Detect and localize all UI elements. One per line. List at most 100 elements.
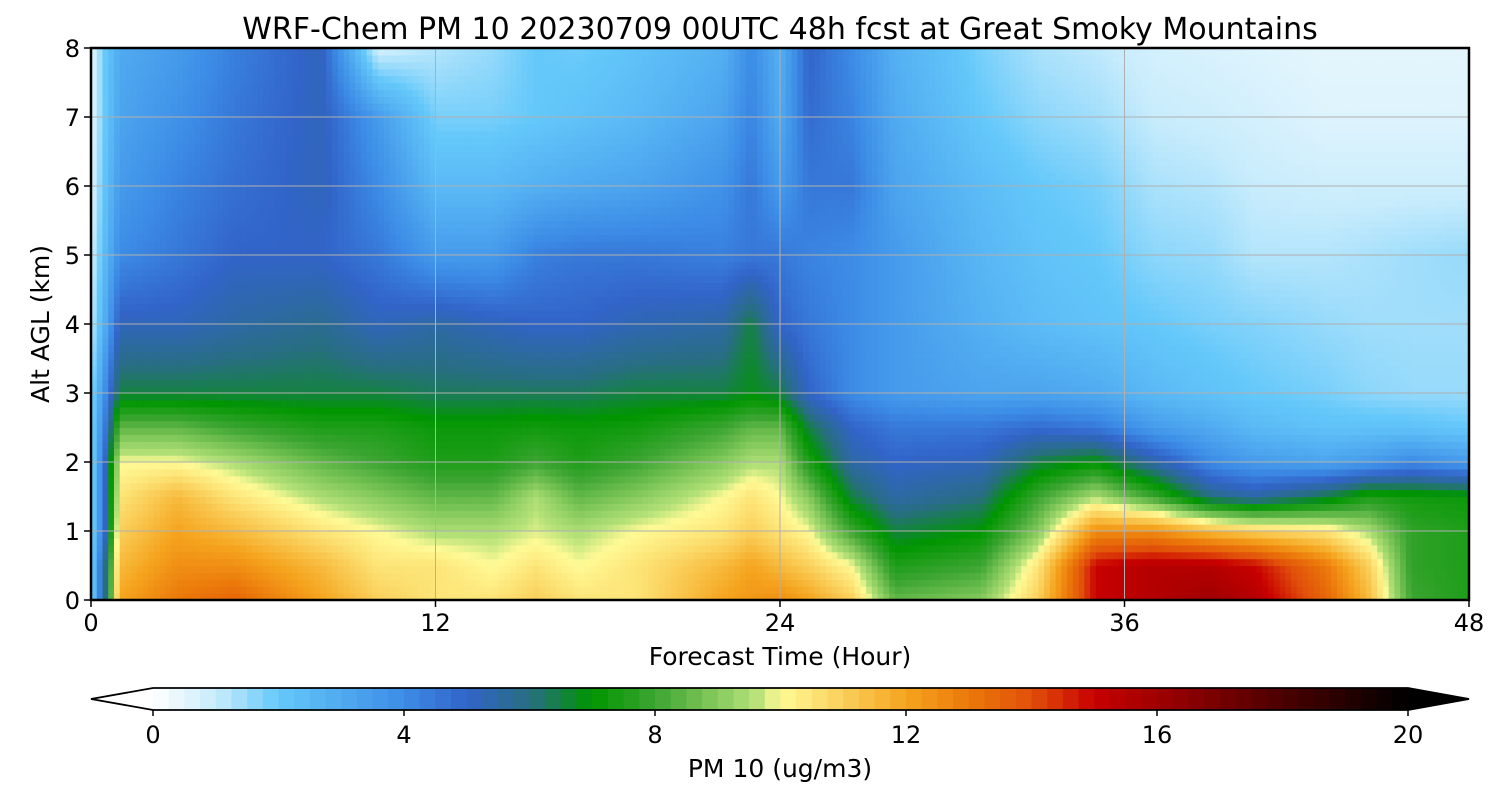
heatmap-cell — [1067, 586, 1074, 594]
heatmap-cell — [182, 510, 190, 518]
heatmap-cell — [642, 489, 649, 498]
heatmap-cell — [1095, 496, 1103, 504]
heatmap-cell — [624, 551, 632, 560]
heatmap-cell — [659, 531, 666, 539]
heatmap-cell — [1015, 510, 1022, 518]
heatmap-cell — [1446, 544, 1453, 553]
heatmap-cell — [843, 489, 850, 498]
heatmap-cell — [596, 586, 603, 594]
heatmap-cell — [768, 537, 775, 546]
heatmap-cell — [274, 524, 282, 532]
heatmap-cell — [1107, 503, 1114, 511]
heatmap-cell — [366, 531, 373, 539]
heatmap-cell — [980, 489, 988, 498]
heatmap-cell — [1084, 537, 1091, 546]
heatmap-cell — [860, 537, 867, 546]
heatmap-cell — [159, 510, 167, 518]
heatmap-cell — [940, 496, 948, 504]
heatmap-cell — [1331, 468, 1338, 477]
heatmap-cell — [561, 482, 569, 491]
heatmap-cell — [923, 544, 930, 553]
heatmap-cell — [1170, 455, 1177, 463]
heatmap-cell — [182, 558, 190, 567]
heatmap-cell — [613, 537, 620, 546]
heatmap-cell — [894, 475, 902, 484]
heatmap-cell — [1388, 517, 1395, 525]
heatmap-cell — [1342, 565, 1350, 573]
heatmap-cell — [303, 475, 310, 484]
heatmap-cell — [171, 558, 178, 567]
heatmap-cell — [119, 510, 127, 518]
heatmap-cell — [533, 462, 540, 470]
heatmap-cell — [923, 496, 930, 504]
heatmap-cell — [900, 524, 907, 532]
heatmap-cell — [389, 475, 396, 484]
heatmap-cell — [1400, 475, 1407, 484]
heatmap-cell — [458, 572, 465, 580]
heatmap-cell — [1021, 544, 1028, 553]
heatmap-cell — [1308, 510, 1315, 518]
heatmap-cell — [1021, 517, 1028, 525]
heatmap-cell — [337, 468, 345, 477]
heatmap-cell — [355, 565, 362, 573]
heatmap-cell — [1199, 524, 1206, 532]
heatmap-cell — [96, 482, 104, 491]
heatmap-cell — [935, 503, 942, 511]
heatmap-cell — [1095, 482, 1103, 491]
heatmap-cell — [268, 482, 276, 491]
heatmap-cell — [1365, 468, 1372, 477]
heatmap-cell — [952, 544, 959, 553]
heatmap-cell — [1291, 551, 1298, 560]
heatmap-cell — [556, 558, 563, 567]
heatmap-cell — [998, 496, 1005, 504]
heatmap-cell — [326, 579, 333, 587]
heatmap-cell — [320, 593, 328, 600]
heatmap-cell — [619, 565, 626, 573]
heatmap-cell — [1158, 503, 1166, 511]
heatmap-cell — [119, 565, 127, 573]
heatmap-cell — [1021, 565, 1028, 573]
heatmap-cell — [837, 572, 844, 580]
heatmap-cell — [1032, 531, 1039, 539]
heatmap-cell — [223, 544, 230, 553]
heatmap-cell — [246, 475, 253, 484]
heatmap-cell — [1135, 565, 1143, 573]
heatmap-cell — [590, 489, 597, 498]
heatmap-cell — [1273, 531, 1281, 539]
heatmap-cell — [774, 510, 781, 518]
heatmap-cell — [200, 455, 207, 463]
heatmap-cell — [1084, 468, 1091, 477]
heatmap-cell — [188, 579, 195, 587]
heatmap-cell — [1187, 489, 1194, 498]
heatmap-cell — [96, 524, 104, 532]
heatmap-cell — [309, 462, 316, 470]
heatmap-cell — [1325, 586, 1332, 594]
heatmap-cell — [1359, 489, 1367, 498]
heatmap-cell — [401, 475, 408, 484]
heatmap-cell — [1170, 468, 1177, 477]
heatmap-cell — [1342, 579, 1350, 587]
heatmap-cell — [653, 544, 661, 553]
heatmap-cell — [957, 565, 965, 573]
heatmap-cell — [866, 489, 873, 498]
heatmap-cell — [969, 517, 976, 525]
heatmap-cell — [1044, 462, 1051, 470]
heatmap-cell — [360, 586, 368, 594]
heatmap-cell — [619, 544, 626, 553]
heatmap-cell — [280, 558, 287, 567]
heatmap-cell — [1354, 544, 1361, 553]
heatmap-cell — [1365, 544, 1372, 553]
heatmap-cell — [1026, 524, 1034, 532]
heatmap-cell — [854, 455, 861, 463]
heatmap-cell — [791, 586, 798, 594]
heatmap-cell — [716, 482, 724, 491]
heatmap-cell — [561, 586, 569, 594]
heatmap-cell — [894, 496, 902, 504]
heatmap-cell — [1204, 531, 1212, 539]
heatmap-cell — [866, 531, 873, 539]
heatmap-cell — [1032, 455, 1039, 463]
heatmap-cell — [268, 586, 276, 594]
heatmap-cell — [1250, 489, 1258, 498]
heatmap-cell — [1313, 558, 1321, 567]
heatmap-cell — [446, 586, 454, 594]
